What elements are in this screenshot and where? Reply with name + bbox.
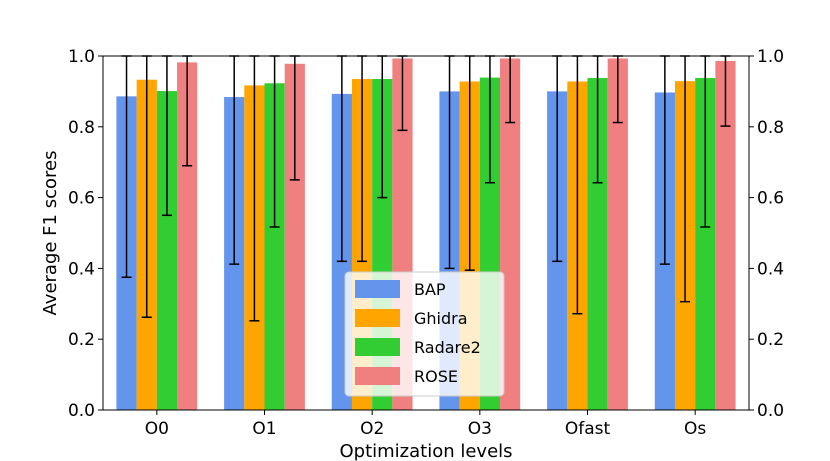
legend-entries: BAP Ghidra Radare2 ROSE [355, 280, 481, 386]
x-tick-label-ofast: Ofast [565, 419, 611, 439]
legend-swatch-radare2 [355, 338, 400, 356]
x-tick-label-o2: O2 [360, 419, 384, 439]
bar-radare2-o0 [156, 91, 178, 411]
bar-rose-o3 [500, 58, 521, 410]
y-tick-label-left-0-2: 0.2 [68, 330, 95, 350]
errorbars-layer [121, 55, 731, 322]
bar-radare2-ofast [587, 77, 608, 410]
legend-label-ghidra: Ghidra [414, 309, 468, 328]
bar-radare2-os [695, 77, 716, 410]
y-tick-label-left-0-8: 0.8 [68, 118, 95, 138]
x-tick-label-o1: O1 [252, 419, 276, 439]
x-tick-label-o3: O3 [468, 419, 492, 439]
bar-rose-o0 [177, 62, 198, 411]
legend-swatch-ghidra [355, 309, 400, 327]
y-tick-label-right-0-8: 0.8 [757, 118, 784, 138]
bar-rose-os [715, 60, 736, 411]
y-tick-label-right-0-6: 0.6 [757, 189, 784, 209]
y-tick-label-right-1-0: 1.0 [757, 47, 784, 67]
y-tick-label-right-0-0: 0.0 [757, 401, 784, 421]
legend: BAP Ghidra Radare2 ROSE [344, 271, 505, 397]
y-tick-label-right-0-2: 0.2 [757, 330, 784, 350]
legend-swatch-rose [355, 367, 400, 385]
bar-radare2-o1 [264, 83, 285, 410]
legend-label-radare2: Radare2 [414, 338, 481, 357]
y-tick-label-left-0-0: 0.0 [68, 401, 95, 421]
y-axis-title: Average F1 scores [40, 151, 61, 316]
y-tick-label-left-0-6: 0.6 [68, 189, 95, 209]
x-tick-label-os: Os [684, 419, 706, 439]
plot-frame [102, 55, 750, 411]
legend-swatch-bap [355, 280, 400, 298]
legend-frame [344, 271, 505, 397]
y-tick-label-left-1-0: 1.0 [68, 47, 95, 67]
x-axis-title: Optimization levels [339, 441, 512, 461]
ticks-layer: O0 O1 O2 O3 Ofast Os 0.0 0.0 0.2 0.2 0.4 0.4 0.6 0.6 0… [68, 47, 784, 439]
y-tick-label-left-0-4: 0.4 [68, 259, 95, 279]
legend-label-bap: BAP [414, 280, 446, 299]
x-tick-label-o0: O0 [145, 419, 169, 439]
legend-label-rose: ROSE [414, 367, 458, 386]
bar-rose-ofast [607, 58, 628, 410]
y-tick-label-right-0-4: 0.4 [757, 259, 784, 279]
bar-rose-o1 [284, 63, 305, 410]
